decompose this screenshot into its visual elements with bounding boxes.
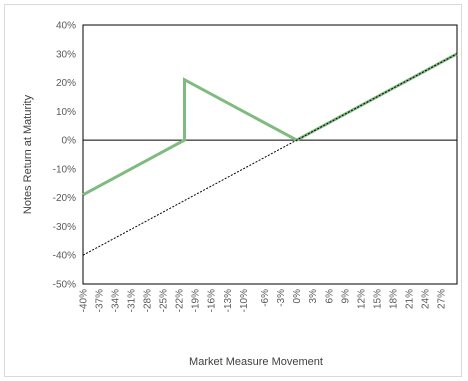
x-tick-label: -16% <box>207 289 218 312</box>
x-tick-label: -6% <box>260 289 271 307</box>
x-tick-label: 27% <box>436 289 447 309</box>
x-tick-label: 0% <box>292 289 303 304</box>
x-tick-label: -31% <box>127 289 138 312</box>
x-tick-label: -37% <box>95 289 106 312</box>
payoff-chart: -50%-40%-30%-20%-10%0%10%20%30%40% -40% -… <box>22 21 458 368</box>
x-tick-label: 15% <box>372 289 383 309</box>
x-tick-label: -28% <box>143 289 154 312</box>
x-tick-label: 18% <box>388 289 399 309</box>
reference-dotted-line <box>82 53 458 256</box>
x-tick-label: -3% <box>276 289 287 307</box>
x-tick-label: -10% <box>239 289 250 312</box>
x-tick-label: 21% <box>404 289 415 309</box>
y-tick-label: -50% <box>53 280 76 291</box>
x-tick-label: 9% <box>340 289 351 304</box>
x-tick-label: -22% <box>175 289 186 312</box>
y-tick-label: 20% <box>56 78 76 89</box>
y-tick-label: 10% <box>56 107 76 118</box>
y-tick-label: -30% <box>53 222 76 233</box>
notes-return-line <box>82 52 458 197</box>
x-tick-label: 3% <box>308 289 319 304</box>
x-tick-label: -40% <box>79 289 90 312</box>
y-axis-ticks: -50% -40% -30% -20% -10% 0% 10% 20% 30% 40% <box>53 21 76 291</box>
series-group <box>82 52 458 256</box>
x-tick-label: -25% <box>159 289 170 312</box>
x-tick-label: 24% <box>420 289 431 309</box>
y-tick-label: -40% <box>53 251 76 262</box>
x-axis-ticks: -40% -37% -34% -31% -28% -25% -22% -19% -16% -13%… <box>79 289 448 312</box>
x-tick-label: -19% <box>191 289 202 312</box>
x-tick-label: 12% <box>356 289 367 309</box>
x-tick-label: 6% <box>324 289 335 304</box>
chart-frame: -50% -40% -30% -20% -10% 0% 10% 20% 30% 40% -40% -… <box>4 4 462 377</box>
y-tick-label: -20% <box>53 193 76 204</box>
y-tick-label: -10% <box>53 164 76 175</box>
y-tick-label: 30% <box>56 49 76 60</box>
y-tick-label: 40% <box>56 21 76 32</box>
y-axis-title: Notes Return at Maturity <box>22 94 34 214</box>
x-tick-label: -34% <box>111 289 122 312</box>
x-tick-label: -13% <box>223 289 234 312</box>
plot-border <box>82 24 458 285</box>
y-tick-label: 0% <box>62 136 77 147</box>
x-axis-title: Market Measure Movement <box>189 356 323 368</box>
plot-area <box>82 24 458 285</box>
